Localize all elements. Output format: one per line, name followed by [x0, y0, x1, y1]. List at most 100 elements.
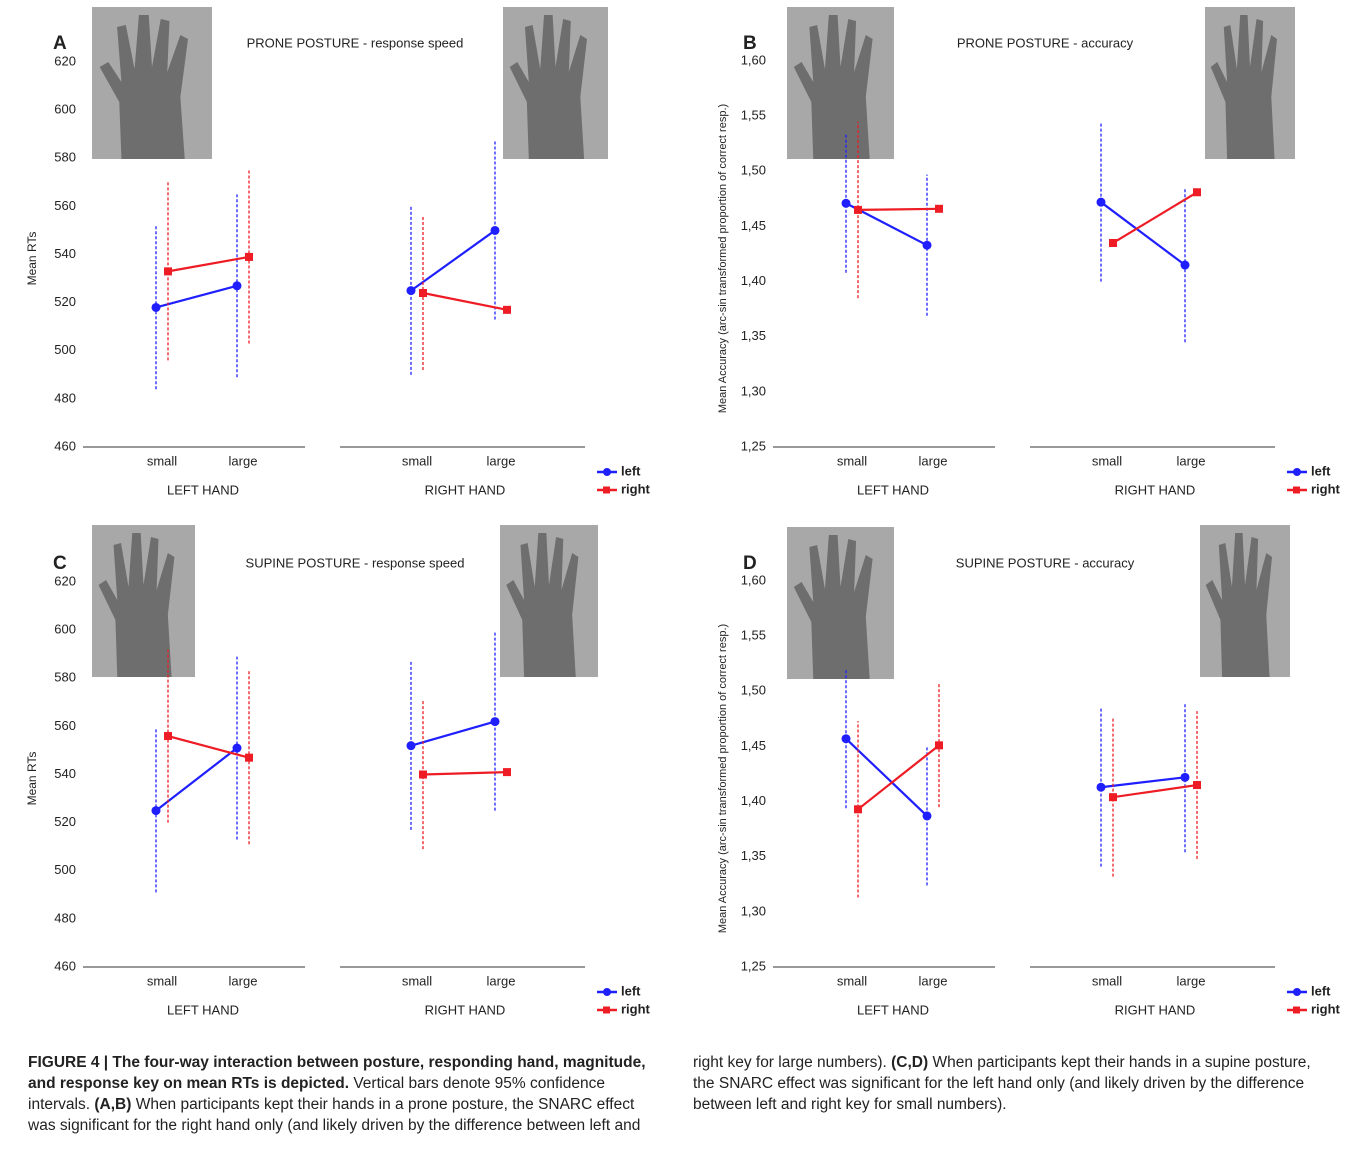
- series-line: [167, 255, 250, 273]
- point: [1109, 238, 1117, 247]
- caption-label: (C,D): [891, 1054, 929, 1071]
- legend-label: left: [621, 983, 641, 998]
- point: [1109, 793, 1117, 802]
- y-tick-label: 600: [54, 102, 76, 117]
- caption-text: When participants kept their hands in a …: [693, 1054, 1311, 1113]
- panel-letter: C: [53, 553, 67, 574]
- series-line: [845, 737, 928, 817]
- y-tick-label: 1,30: [741, 383, 766, 398]
- group-label: RIGHT HAND: [1115, 482, 1196, 497]
- point: [922, 240, 932, 250]
- x-tick-label: small: [402, 973, 432, 988]
- legend-marker: [1293, 468, 1301, 476]
- caption-intro: Vertical bars denote 95% confidence inte…: [28, 1075, 605, 1113]
- y-tick-label: 1,45: [741, 738, 766, 753]
- hand: [98, 533, 175, 677]
- chart-title: SUPINE POSTURE - accuracy: [956, 555, 1135, 570]
- y-tick-label: 520: [54, 294, 76, 309]
- y-tick-label: 1,25: [741, 438, 766, 453]
- x-tick-label: small: [147, 973, 177, 988]
- x-tick-label: small: [402, 453, 432, 468]
- hand: [509, 15, 587, 159]
- x-tick-label: small: [1092, 973, 1122, 988]
- legend-label: right: [1311, 481, 1341, 496]
- series-line: [410, 720, 496, 747]
- y-tick-label: 1,30: [741, 903, 766, 918]
- legend-marker: [1293, 486, 1300, 494]
- panel: A PRONE POSTURE - response speed Mean RTs 4…: [25, 7, 651, 497]
- point: [1180, 772, 1190, 782]
- point: [151, 806, 161, 816]
- point: [841, 734, 851, 744]
- y-tick-label: 580: [54, 670, 76, 685]
- caption-label: (A,B): [94, 1096, 132, 1113]
- series-line: [167, 734, 250, 759]
- caption-title: FIGURE 4 | The four-way interaction betw…: [28, 1054, 646, 1092]
- point: [151, 302, 161, 312]
- y-tick-label: 540: [54, 766, 76, 781]
- series-line: [1112, 191, 1198, 244]
- series-line: [857, 744, 940, 811]
- y-tick-label: 580: [54, 150, 76, 165]
- point: [854, 205, 862, 214]
- panel-letter: A: [53, 33, 67, 54]
- caption-text: When participants kept their hands in a …: [28, 1054, 887, 1134]
- panel-letter: D: [743, 553, 757, 574]
- point: [164, 732, 172, 741]
- y-tick-label: 1,35: [741, 848, 766, 863]
- legend-label: left: [1311, 463, 1331, 478]
- x-tick-label: large: [1177, 973, 1206, 988]
- legend-label: right: [621, 1001, 651, 1016]
- chart-title: PRONE POSTURE - response speed: [247, 35, 464, 50]
- legend-label: right: [621, 481, 651, 496]
- y-tick-label: 1,45: [741, 218, 766, 233]
- y-tick-label: 500: [54, 862, 76, 877]
- group-label: RIGHT HAND: [1115, 1002, 1196, 1017]
- group-label: RIGHT HAND: [425, 1002, 506, 1017]
- series-line: [1100, 201, 1186, 266]
- legend-marker: [1293, 1006, 1300, 1014]
- figure: A PRONE POSTURE - response speed Mean RTs 4…: [25, 7, 1341, 1017]
- series-line: [422, 291, 508, 311]
- hand: [793, 15, 873, 159]
- y-tick-label: 1,40: [741, 273, 766, 288]
- legend-marker: [603, 486, 610, 494]
- group-label: LEFT HAND: [857, 482, 929, 497]
- series-line: [1100, 776, 1186, 789]
- hand: [1205, 533, 1272, 677]
- point: [922, 811, 932, 821]
- point: [232, 743, 242, 753]
- hand: [793, 535, 873, 679]
- point: [164, 267, 172, 276]
- hand: [1210, 15, 1277, 159]
- panel: B PRONE POSTURE - accuracy Mean Accuracy (…: [717, 7, 1341, 497]
- legend-label: left: [1311, 983, 1331, 998]
- panel: D SUPINE POSTURE - accuracy Mean Accuracy …: [717, 525, 1341, 1017]
- series-line: [155, 747, 238, 812]
- caption: FIGURE 4 | The four-way interaction betw…: [28, 1052, 1328, 1136]
- y-tick-label: 1,35: [741, 328, 766, 343]
- y-axis-label: Mean RTs: [25, 752, 39, 806]
- legend-marker: [603, 1006, 610, 1014]
- series-line: [410, 229, 496, 292]
- chart-title: PRONE POSTURE - accuracy: [957, 35, 1134, 50]
- legend-marker: [603, 468, 611, 476]
- point: [406, 286, 416, 296]
- point: [232, 281, 242, 291]
- y-tick-label: 460: [54, 958, 76, 973]
- y-tick-label: 1,55: [741, 628, 766, 643]
- y-tick-label: 1,60: [741, 52, 766, 67]
- y-tick-label: 480: [54, 910, 76, 925]
- point: [245, 252, 253, 261]
- point: [935, 204, 943, 213]
- y-tick-label: 1,40: [741, 793, 766, 808]
- y-tick-label: 1,50: [741, 163, 766, 178]
- y-tick-label: 1,25: [741, 958, 766, 973]
- x-tick-label: small: [147, 453, 177, 468]
- group-label: LEFT HAND: [857, 1002, 929, 1017]
- x-tick-label: small: [837, 973, 867, 988]
- point: [245, 753, 253, 762]
- y-tick-label: 620: [54, 573, 76, 588]
- y-tick-label: 600: [54, 622, 76, 637]
- point: [1193, 188, 1201, 197]
